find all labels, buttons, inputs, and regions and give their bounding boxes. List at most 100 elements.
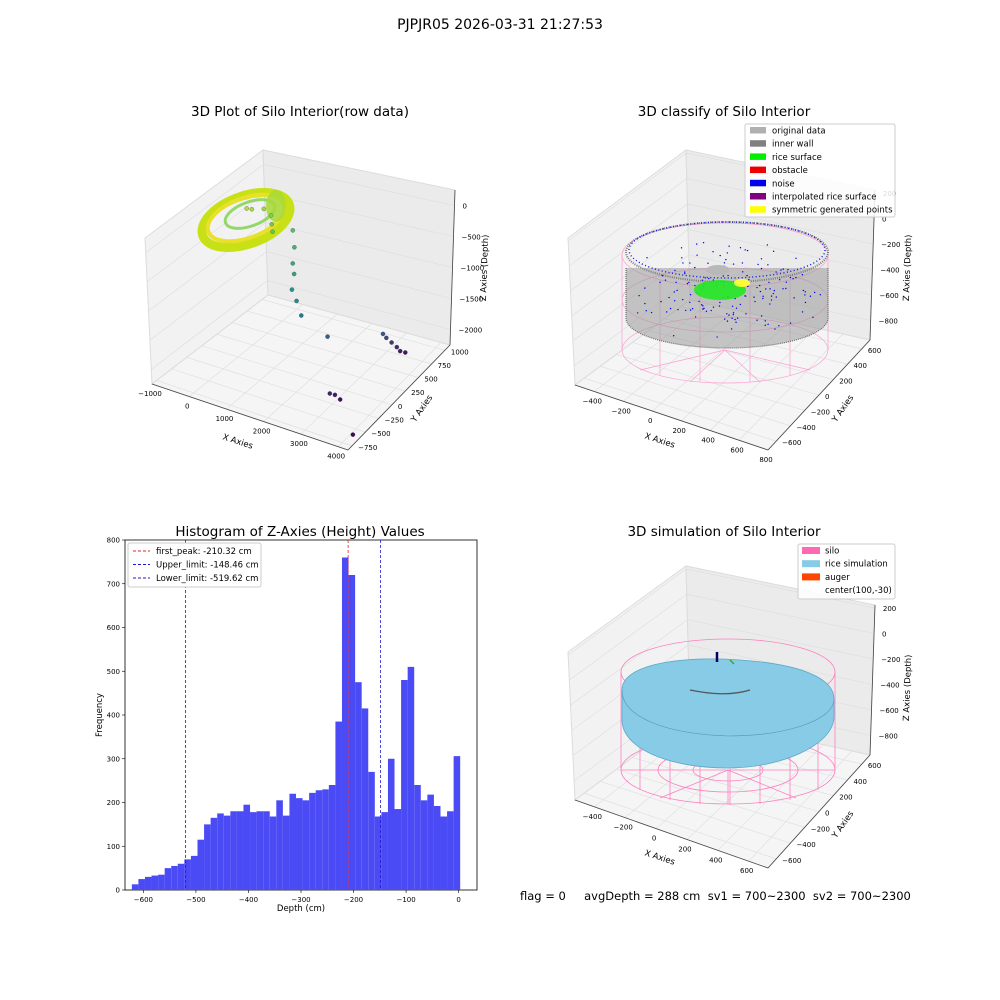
noise-point <box>638 294 640 297</box>
noise-point <box>682 298 684 301</box>
noise-point <box>677 308 679 311</box>
noise-point <box>756 319 758 321</box>
noise-point <box>795 257 797 260</box>
noise-point <box>732 263 735 265</box>
classify-y-axis-line <box>767 339 871 451</box>
noise-point <box>681 257 683 259</box>
y-tick-label: 600 <box>868 347 881 355</box>
noise-point <box>735 307 738 309</box>
simulation-plot-title: 3D simulation of Silo Interior <box>627 524 821 540</box>
noise-point <box>644 302 646 305</box>
noise-point <box>767 264 769 266</box>
x-tick-label: 0 <box>648 417 652 425</box>
raw-outlier-points <box>244 206 408 437</box>
noise-point <box>701 304 703 306</box>
y-tick-label: 700 <box>107 580 120 588</box>
classify-original-center <box>706 265 730 275</box>
raw-data-point <box>290 261 295 266</box>
noise-point <box>754 300 756 303</box>
simulation-auger <box>715 652 735 665</box>
noise-point <box>760 315 763 317</box>
noise-point <box>702 305 704 307</box>
histogram-bar <box>204 824 211 890</box>
raw-data-point <box>380 331 386 337</box>
y-tick-label: 400 <box>854 778 867 786</box>
raw-data-point <box>384 335 389 341</box>
y-tick-label: 750 <box>438 362 451 370</box>
histogram-bar <box>210 817 218 890</box>
y-tick-label: 500 <box>107 668 120 676</box>
noise-point <box>695 243 698 245</box>
noise-point <box>778 279 781 281</box>
histogram-bar <box>433 806 441 890</box>
raw-data-point <box>261 206 267 212</box>
noise-point <box>726 320 729 322</box>
noise-point <box>661 275 664 277</box>
x-tick-label: 400 <box>701 437 714 445</box>
raw-data-point <box>291 271 297 277</box>
histogram-bar <box>394 809 402 890</box>
noise-point <box>782 268 784 270</box>
histogram-bar <box>453 756 461 890</box>
histogram-bar <box>381 812 388 890</box>
x-tick-label: −200 <box>344 896 363 904</box>
noise-point <box>770 299 773 301</box>
noise-point <box>742 271 744 273</box>
y-tick-label: 400 <box>107 712 120 720</box>
histogram-bar <box>420 800 428 890</box>
noise-point <box>722 275 725 277</box>
histogram-bar <box>263 811 270 890</box>
x-tick-label: 0 <box>456 896 460 904</box>
raw-data-point <box>292 245 297 250</box>
histogram-bar <box>190 855 198 890</box>
histogram-bar <box>289 793 297 890</box>
noise-point <box>758 284 761 287</box>
y-tick-label: 250 <box>411 389 424 397</box>
noise-point <box>712 306 715 308</box>
z-tick-label: −1000 <box>461 265 485 273</box>
noise-point <box>725 258 727 261</box>
noise-point <box>689 262 691 264</box>
raw-data-point <box>270 229 275 234</box>
histogram-bar <box>296 798 303 890</box>
histogram-bar <box>374 816 382 890</box>
z-tick-label: −2000 <box>459 327 483 335</box>
simulation-legend: silo rice simulation auger center(100,-30) <box>797 543 896 600</box>
noise-point <box>744 249 746 251</box>
noise-point <box>732 312 735 314</box>
gridline-x <box>226 313 338 410</box>
histogram-bar <box>269 816 277 890</box>
noise-point <box>659 281 661 284</box>
simulation-x-axis-label: X Axies <box>643 848 676 867</box>
x-tick-label: 4000 <box>327 453 345 460</box>
noise-point <box>689 301 691 304</box>
noise-point <box>767 323 769 326</box>
simulation-rice-surface <box>621 658 835 769</box>
noise-point <box>801 311 804 313</box>
noise-point <box>698 300 700 303</box>
gridline-y <box>262 299 445 351</box>
raw-z-axis-line <box>449 189 456 346</box>
legend-label: interpolated rice surface <box>772 193 877 203</box>
noise-point <box>756 286 758 289</box>
gridline-z <box>571 644 873 731</box>
noise-point <box>770 295 773 297</box>
classify-z-axis-label: Z Axies (Depth) <box>902 234 914 301</box>
legend-label: silo <box>825 547 839 557</box>
legend-swatch <box>802 560 820 568</box>
gridline-y <box>171 368 366 433</box>
y-tick-label: 600 <box>868 762 881 770</box>
histogram-bar <box>236 811 244 890</box>
y-tick-label: −600 <box>782 439 801 447</box>
noise-point <box>691 307 694 310</box>
noise-point <box>672 334 675 337</box>
x-tick-label: −200 <box>612 407 631 415</box>
noise-point <box>728 245 730 247</box>
simulation-tick-labels: −400−2000200400600−600−400−2000200400600… <box>583 605 901 875</box>
noise-point <box>764 320 766 322</box>
noise-point <box>716 336 718 338</box>
legend-label: first_peak: -210.32 cm <box>156 547 252 557</box>
histogram-bar <box>407 666 415 890</box>
noise-point <box>741 262 744 264</box>
noise-point <box>812 316 814 319</box>
